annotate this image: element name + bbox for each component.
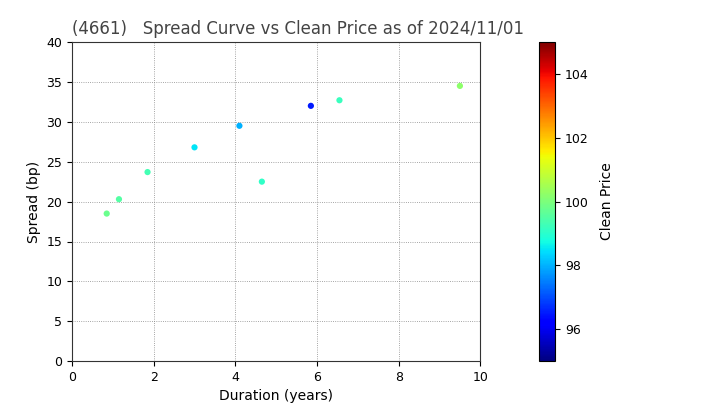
- Text: (4661)   Spread Curve vs Clean Price as of 2024/11/01: (4661) Spread Curve vs Clean Price as of…: [72, 20, 524, 38]
- X-axis label: Duration (years): Duration (years): [219, 389, 333, 404]
- Point: [189, 144, 200, 151]
- Point: [113, 196, 125, 202]
- Point: [101, 210, 112, 217]
- Point: [454, 82, 466, 89]
- Point: [142, 169, 153, 176]
- Y-axis label: Clean Price: Clean Price: [600, 163, 613, 241]
- Point: [333, 97, 345, 104]
- Point: [305, 102, 317, 109]
- Point: [256, 178, 268, 185]
- Point: [234, 122, 246, 129]
- Y-axis label: Spread (bp): Spread (bp): [27, 160, 41, 243]
